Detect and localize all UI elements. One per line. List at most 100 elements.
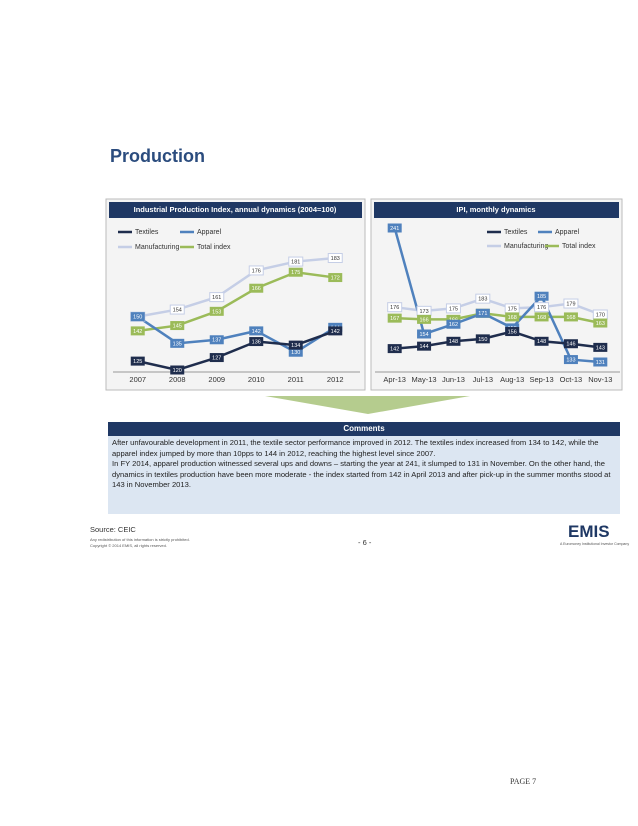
data-label: 131 <box>596 360 605 366</box>
label-box <box>446 314 461 324</box>
label-box <box>288 347 303 357</box>
label-box <box>209 292 225 303</box>
data-label: 185 <box>537 294 546 300</box>
note: Copyright © 2014 EMIS, all rights reserv… <box>90 543 167 548</box>
chart-title: IPI, monthly dynamics <box>456 205 535 214</box>
data-label: 148 <box>449 339 458 345</box>
label-box <box>563 355 578 365</box>
data-label: 143 <box>596 345 605 351</box>
data-label: 168 <box>508 315 517 321</box>
logo-sub: A Euromoney Institutional Investor Compa… <box>560 542 630 546</box>
x-tick-label: 2009 <box>208 375 225 384</box>
data-label: 183 <box>331 256 340 262</box>
label-box <box>327 253 343 263</box>
data-label: 175 <box>508 306 517 312</box>
x-tick-label: 2012 <box>327 375 344 384</box>
legend-label: Textiles <box>504 229 528 236</box>
label-box <box>417 341 432 351</box>
data-label: 161 <box>212 295 221 301</box>
label-box <box>328 326 343 336</box>
data-label: 127 <box>212 356 221 362</box>
data-label: 166 <box>419 317 428 323</box>
data-label: 148 <box>537 339 546 345</box>
label-box <box>170 338 185 348</box>
data-label: 125 <box>133 359 142 365</box>
x-tick-label: Nov-13 <box>588 375 612 384</box>
label-box <box>446 319 461 329</box>
label-box <box>387 313 402 323</box>
paragraph: In FY 2014, apparel production witnessed… <box>112 459 611 489</box>
data-label: 137 <box>212 338 221 344</box>
x-tick-label: May-13 <box>412 375 437 384</box>
legend-label: Manufacturing <box>504 243 548 250</box>
data-label: 135 <box>173 341 182 347</box>
label-box <box>249 326 264 336</box>
paragraph: After unfavourable development in 2011, … <box>112 438 599 458</box>
data-label: 150 <box>478 337 487 343</box>
label-box <box>209 335 224 345</box>
legend-label: Total index <box>562 243 596 250</box>
data-label: 183 <box>478 297 487 303</box>
chart-frame <box>105 198 366 391</box>
note: Any redistribution of this information i… <box>90 537 190 542</box>
x-tick-label: Jun-13 <box>442 375 465 384</box>
data-label: 175 <box>291 270 300 276</box>
label-box <box>249 337 264 347</box>
data-label: 170 <box>596 312 605 318</box>
data-label: 142 <box>252 329 261 335</box>
legend-label: Manufacturing <box>135 244 179 251</box>
data-label: 144 <box>419 344 428 350</box>
label-box <box>534 302 550 313</box>
data-label: 150 <box>133 315 142 321</box>
label-box <box>475 308 490 318</box>
data-label: 153 <box>212 309 221 315</box>
data-label: 176 <box>537 305 546 311</box>
label-box <box>563 339 578 349</box>
label-box <box>288 340 303 350</box>
label-box <box>209 353 224 363</box>
data-label: 168 <box>537 315 546 321</box>
legend-label: Apparel <box>197 229 222 236</box>
data-label: 142 <box>331 329 340 335</box>
logo: EMIS <box>568 522 610 541</box>
label-box <box>534 291 549 301</box>
data-label: 173 <box>419 309 428 315</box>
x-tick-label: 2007 <box>129 375 146 384</box>
data-label: 146 <box>566 342 575 348</box>
comments-title: Comments <box>108 422 620 436</box>
heading: Production <box>110 146 205 166</box>
chart-title: Industrial Production Index, annual dyna… <box>134 205 337 214</box>
label-box <box>288 267 303 277</box>
data-label: 134 <box>291 343 300 349</box>
label-box <box>130 326 145 336</box>
page-inner: - 6 - <box>358 538 372 547</box>
data-label: 145 <box>173 324 182 330</box>
data-label: 130 <box>291 350 300 356</box>
label-box <box>387 302 403 313</box>
label-box <box>169 304 185 315</box>
arrow <box>265 396 470 414</box>
chart-header <box>374 202 619 218</box>
data-label: 168 <box>566 315 575 321</box>
label-box <box>387 223 402 233</box>
label-box <box>593 342 608 352</box>
x-tick-label: Jul-13 <box>473 375 493 384</box>
label-box <box>130 312 145 322</box>
data-label: 154 <box>173 308 182 314</box>
label-box <box>475 334 490 344</box>
label-box <box>328 273 343 283</box>
data-label: 142 <box>390 347 399 353</box>
x-tick-label: 2008 <box>169 375 186 384</box>
chart-header <box>109 202 362 218</box>
label-box <box>475 293 491 304</box>
data-label: 176 <box>390 305 399 311</box>
label-box <box>387 344 402 354</box>
legend-label: Total index <box>197 244 231 251</box>
x-tick-label: Aug-13 <box>500 375 524 384</box>
label-box <box>593 318 608 328</box>
x-tick-label: Sep-13 <box>529 375 553 384</box>
source: Source: CEIC <box>90 525 136 534</box>
label-box <box>249 283 264 293</box>
